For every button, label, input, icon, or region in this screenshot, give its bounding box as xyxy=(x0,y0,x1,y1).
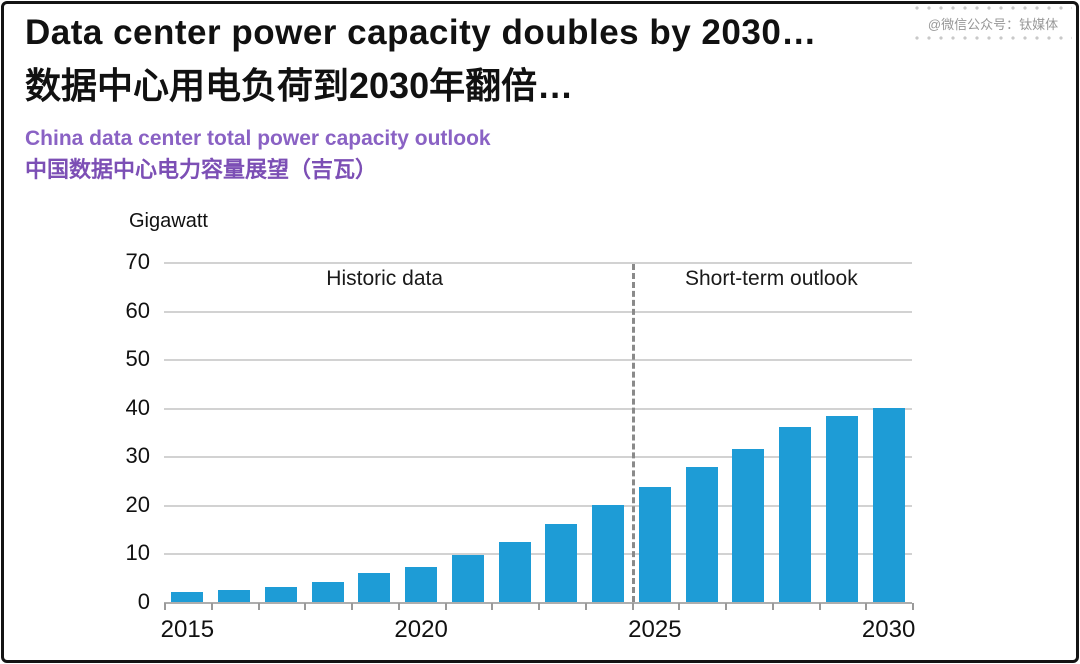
page-title-chinese: 数据中心用电负荷到2030年翻倍… xyxy=(25,65,574,106)
watermark-text: @微信公众号：钛媒体 xyxy=(927,17,1059,32)
x-axis-tick xyxy=(351,603,353,610)
x-tick-label-2020: 2020 xyxy=(394,616,448,643)
x-axis-tick xyxy=(397,603,400,610)
y-tick-label-40: 40 xyxy=(125,394,150,420)
bar-2017 xyxy=(264,586,297,602)
bar-2021 xyxy=(451,555,484,602)
bar-2027 xyxy=(732,449,765,602)
gridline-20 xyxy=(164,504,912,507)
x-tick-label-2025: 2025 xyxy=(628,616,682,643)
y-tick-label-70: 70 xyxy=(125,249,150,274)
annotation-short-term-outlook: Short-term outlook xyxy=(685,267,858,290)
x-axis-tick xyxy=(818,603,821,610)
y-tick-label-50: 50 xyxy=(125,346,150,372)
bar-2028 xyxy=(779,427,812,602)
bar-2029 xyxy=(825,416,858,602)
x-axis-tick xyxy=(304,603,307,610)
bar-2015 xyxy=(171,592,204,602)
x-axis-tick xyxy=(210,603,213,610)
x-axis-tick xyxy=(444,603,447,610)
forecast-divider-line xyxy=(631,264,635,602)
bar-2022 xyxy=(498,541,531,602)
bar-2019 xyxy=(358,573,391,602)
bar-2020 xyxy=(405,566,438,602)
gridline-60 xyxy=(164,310,912,313)
x-axis-tick xyxy=(678,603,681,610)
y-axis-unit-label: Gigawatt xyxy=(129,210,208,232)
annotation-historic-data: Historic data xyxy=(326,267,444,290)
gridline-30 xyxy=(164,456,912,459)
x-axis-tick xyxy=(771,603,774,610)
x-tick-label-2015: 2015 xyxy=(160,616,215,643)
x-axis-tick xyxy=(865,603,868,610)
bar-2023 xyxy=(545,524,578,602)
bar-2018 xyxy=(311,581,344,602)
chart-subtitle-chinese: 中国数据中心电力容量展望（吉瓦） xyxy=(25,157,378,182)
y-tick-label-20: 20 xyxy=(125,491,150,517)
y-tick-label-0: 0 xyxy=(137,589,150,614)
bar-2024 xyxy=(592,504,625,602)
x-axis-tick xyxy=(164,603,166,610)
chart-subtitle-english: China data center total power capacity o… xyxy=(25,127,491,150)
y-tick-label-60: 60 xyxy=(125,297,150,323)
x-axis-tick xyxy=(912,603,914,610)
x-axis-tick xyxy=(257,603,260,610)
watermark-dots-top xyxy=(914,5,1072,11)
bar-2025 xyxy=(638,486,671,602)
bar-2030 xyxy=(872,407,905,602)
x-axis-tick xyxy=(584,603,587,610)
bar-2016 xyxy=(218,589,251,602)
x-axis-tick xyxy=(631,603,634,610)
x-axis-tick xyxy=(538,603,540,610)
x-tick-label-2030: 2030 xyxy=(861,616,916,643)
x-axis-tick xyxy=(491,603,494,610)
watermark-dots-bottom xyxy=(914,35,1072,41)
watermark: @微信公众号：钛媒体 xyxy=(912,4,1074,42)
bar-2026 xyxy=(685,467,718,602)
gridline-10 xyxy=(164,553,912,556)
gridline-40 xyxy=(164,407,912,410)
gridline-70 xyxy=(164,262,912,264)
page-title-english: Data center power capacity doubles by 20… xyxy=(25,13,817,52)
y-tick-label-10: 10 xyxy=(125,540,150,566)
y-tick-label-30: 30 xyxy=(125,443,150,469)
x-axis-tick xyxy=(725,603,727,610)
gridline-50 xyxy=(164,359,912,362)
